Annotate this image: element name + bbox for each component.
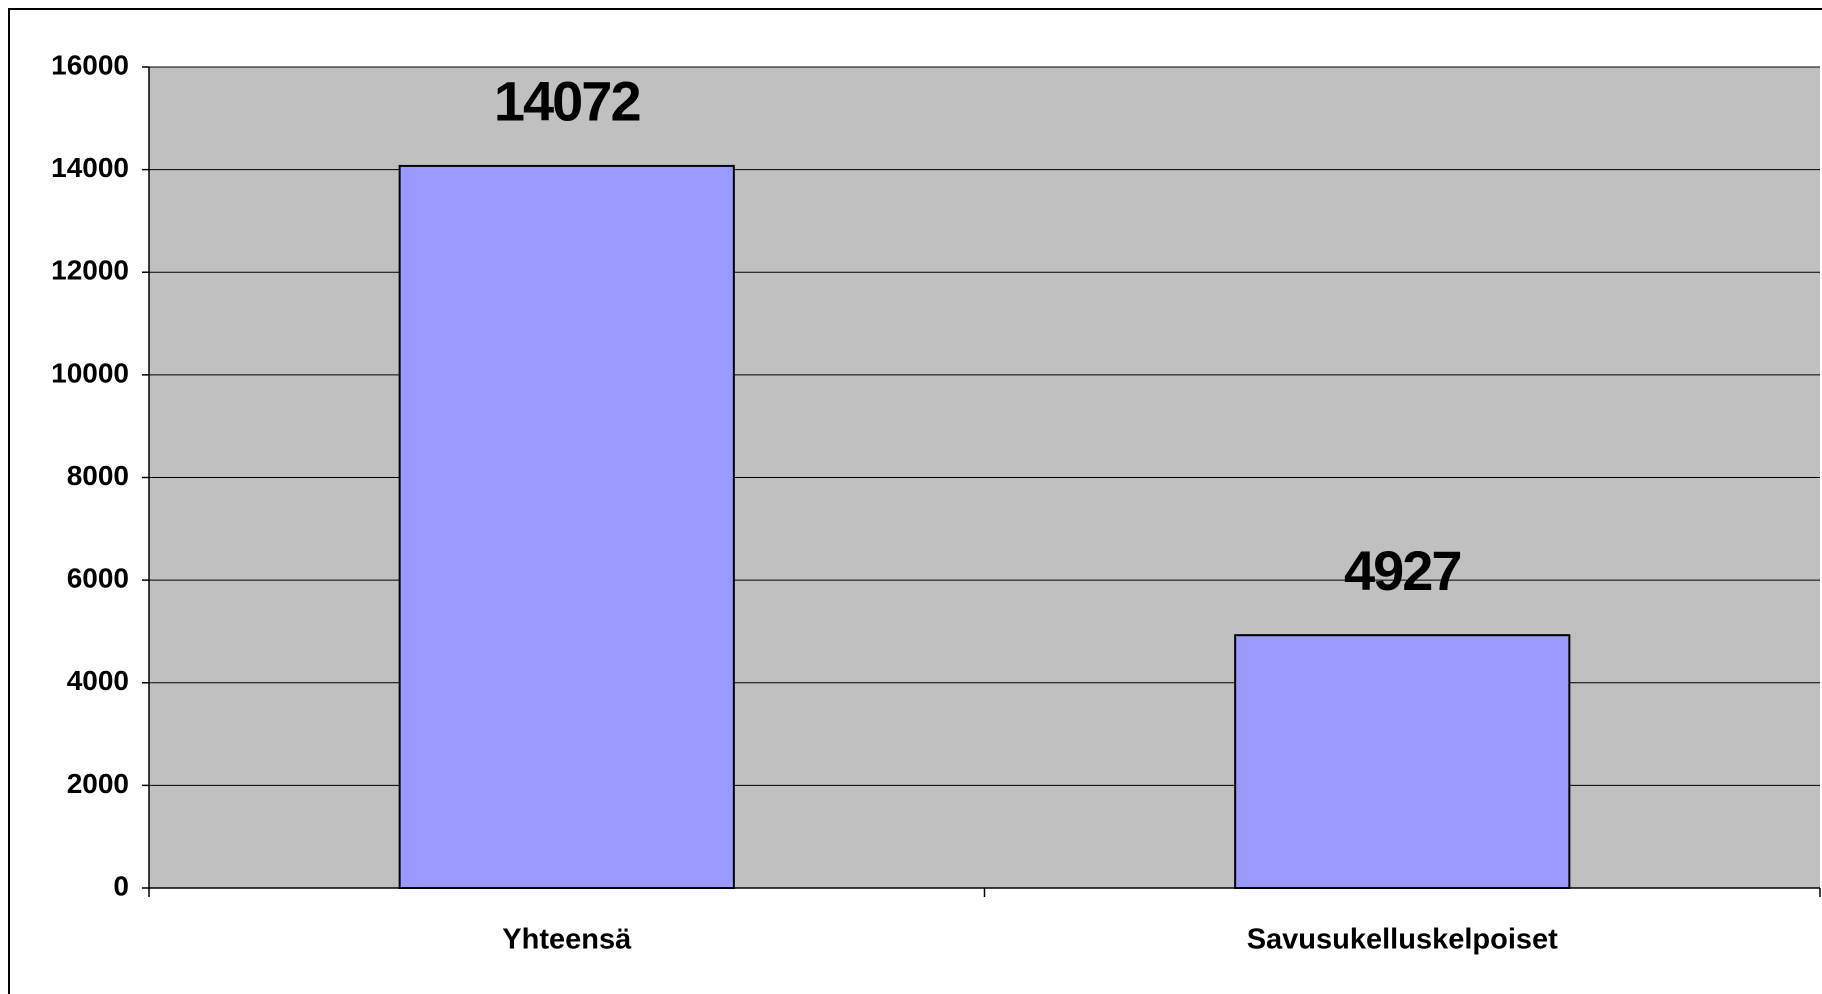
y-tick-label: 8000 [67,460,129,491]
x-tick-label: Yhteensä [502,924,632,956]
bar [398,164,735,890]
y-tick-label: 12000 [51,255,129,286]
bar [1234,634,1571,889]
data-label: 4927 [1344,539,1461,602]
y-tick-label: 10000 [51,357,129,388]
y-tick-label: 14000 [51,152,129,183]
y-tick-label: 6000 [67,563,129,594]
data-label: 14072 [494,70,640,133]
y-tick-label: 16000 [51,49,129,80]
x-tick-label: Savusukelluskelpoiset [1247,924,1558,956]
y-tick-label: 2000 [67,768,129,799]
y-tick-label: 4000 [67,665,129,696]
y-tick-label: 0 [113,870,129,901]
